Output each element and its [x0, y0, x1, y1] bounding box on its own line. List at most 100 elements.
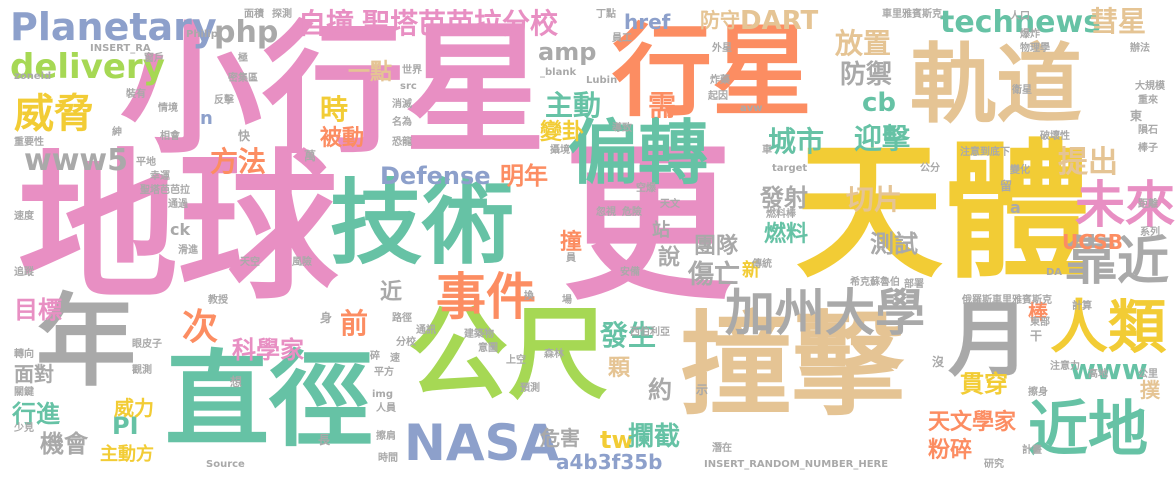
word-mianji: 面積: [244, 9, 264, 20]
word-renlei: 人類: [1050, 293, 1167, 361]
word-dongbu: 東部: [1030, 317, 1050, 328]
word-mubiao: 目標: [14, 296, 62, 324]
word-dong: 東: [1130, 109, 1143, 123]
word-ji: 極: [238, 53, 248, 64]
word-zhudongfang: 主動方: [100, 444, 154, 465]
word-yidian: 一點: [348, 60, 393, 85]
word-delivery: delivery: [10, 47, 165, 87]
word-shengta: 聖塔芭芭拉分校: [362, 7, 559, 40]
word-fengxian: 風險: [292, 257, 312, 268]
word-cheli: 車里雅賓斯克: [882, 9, 942, 20]
word-mingnian: 明年: [500, 162, 548, 190]
word-yue: 月: [948, 293, 1031, 388]
word-zhuang: 撞: [560, 230, 583, 255]
word-kongbao: 空爆: [636, 183, 656, 194]
word-fangzhi: 放置: [835, 27, 892, 60]
word-blank: _blank: [540, 67, 577, 78]
word-shijian2: 時間: [378, 453, 398, 464]
word-pianzhuan: 偏轉: [568, 112, 708, 194]
word-weilai: 未來: [1075, 176, 1175, 234]
word-xianghui: 相會: [160, 131, 180, 142]
word-wulixue: 物理學: [1020, 43, 1050, 54]
word-fangyu: 防禦: [840, 60, 893, 90]
word-fenxiao: 分校: [396, 337, 416, 348]
word-tongxun: 通訊: [416, 325, 436, 336]
word-nasa: NASA: [404, 414, 560, 472]
word-bang: 棒: [1028, 300, 1048, 324]
word-technews: technews: [940, 5, 1102, 40]
word-gongchi: 公尺: [408, 296, 608, 413]
word-fangfa: 方法: [210, 145, 267, 178]
word-ck: ck: [170, 220, 191, 239]
word-tuandui: 團隊: [694, 234, 739, 259]
word-href: href: [624, 10, 671, 34]
word-jisuan: 計算: [1072, 301, 1092, 312]
word-shen2: 紳: [112, 127, 122, 138]
word-tianwenxuejia: 天文學家: [928, 410, 1017, 435]
word-philip: Philip: [186, 29, 218, 40]
word-xiaomie: 消滅: [392, 99, 412, 110]
word-liu: 留: [1000, 179, 1013, 193]
word-sudu: 滑進: [178, 245, 198, 256]
word-yingji: 迎擊: [854, 122, 911, 155]
word-zhuangji: 撞擊: [680, 301, 904, 431]
word-huixing: 彗星: [1090, 5, 1147, 38]
word-che: 車: [762, 145, 772, 156]
word-xingxing: 行星: [612, 13, 812, 130]
word-xingyun: 幸運: [150, 171, 170, 182]
word-insert-ra: INSERT_RA: [90, 43, 151, 54]
word-fashe: 發射: [760, 184, 808, 212]
word-ranliao: 燃料: [764, 222, 809, 247]
word-pingfang: 平方: [374, 367, 394, 378]
word-diqiu: 地球: [18, 134, 339, 321]
word-mijiqu: 密集區: [228, 73, 258, 84]
word-chuanghu: 窗戶: [144, 53, 164, 64]
word-pingdi: 平地: [136, 157, 156, 168]
word-ucsb: UCSB: [1062, 230, 1123, 254]
word-weili: 威力: [114, 396, 154, 420]
word-pohuaixing: 破壞性: [1040, 131, 1070, 142]
word-juli: 距離: [1138, 199, 1158, 210]
word-tw: tw: [600, 426, 634, 454]
word-zhan: 站: [652, 220, 670, 241]
word-shangkong: 上空: [506, 355, 526, 366]
word-chang: 長: [318, 433, 331, 447]
word-beidong: 被動: [320, 126, 365, 151]
word-zhudong: 主動: [545, 89, 602, 122]
word-xu: 需: [648, 89, 677, 122]
word-wan: 萬: [304, 149, 317, 163]
word-zhuangyou: 裝有: [126, 89, 146, 100]
word-chengshi: 城市: [768, 125, 825, 158]
word-shuo: 說: [654, 245, 679, 267]
word-fanji: 反擊: [214, 95, 234, 106]
word-a: a: [1010, 198, 1021, 217]
word-da: DA: [1046, 267, 1063, 278]
word-mingwei: 名為: [392, 117, 412, 128]
word-guidao: 軌道: [910, 35, 1082, 135]
word-guance: 觀測: [132, 365, 152, 376]
word-shi2: 示: [696, 383, 709, 397]
word-qian: 前: [340, 307, 369, 340]
word-img: img: [372, 389, 394, 400]
word-zhuyili: 注意力: [1050, 361, 1080, 372]
word-jiazhou: 加州大學: [725, 284, 925, 342]
word-zizhuang: 自撞: [298, 7, 355, 40]
word-n: n: [200, 108, 213, 129]
word-baozha: 爆炸: [1020, 29, 1040, 40]
word-lubin: Lubin: [586, 75, 618, 86]
word-jihui: 機會: [40, 430, 88, 458]
word-daozhi: 導致: [612, 123, 632, 134]
word-ci: 次: [182, 307, 219, 348]
word-ceshi: 測試: [870, 230, 918, 258]
word-qiepian: 切片: [846, 183, 903, 216]
word-ke: 顆: [608, 356, 631, 381]
word-chang2: 場: [562, 295, 572, 306]
word-gongli: 公里: [1138, 369, 1158, 380]
word-tichu: 提出: [1058, 145, 1118, 180]
word-pi: PI: [112, 412, 139, 440]
word-yanjiu: 研究: [984, 459, 1004, 470]
word-xikesu: 希克蘇魯伯: [850, 277, 900, 288]
word-yuan: 員: [566, 253, 576, 264]
word-src: src: [400, 81, 417, 92]
word-chuantong: 傳統: [752, 259, 772, 270]
